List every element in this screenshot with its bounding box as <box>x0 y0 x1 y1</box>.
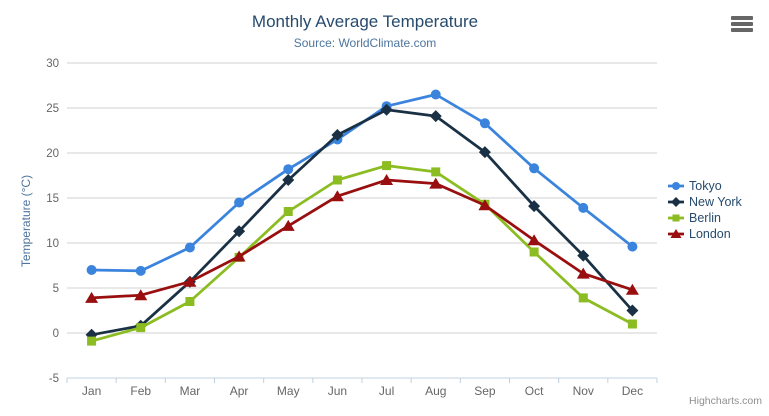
series-london-point[interactable] <box>183 275 197 287</box>
legend-item-berlin[interactable]: Berlin <box>668 210 742 226</box>
series-berlin-point[interactable] <box>382 161 392 171</box>
circle-series-marker-icon <box>668 182 684 190</box>
series-new-york-point[interactable] <box>626 304 639 317</box>
series-london-point[interactable] <box>380 174 394 185</box>
series-berlin-point[interactable] <box>578 293 588 303</box>
legend-symbol-marker <box>672 182 680 190</box>
series-tokyo-point[interactable] <box>184 242 195 253</box>
legend-item-tokyo[interactable]: Tokyo <box>668 178 742 194</box>
series-london-point[interactable] <box>85 291 99 303</box>
y-axis-label: 5 <box>53 283 59 295</box>
export-menu-button[interactable] <box>731 16 753 32</box>
diamond-series-marker-icon <box>668 197 684 207</box>
series-new-york-point[interactable] <box>282 174 295 186</box>
series-tokyo-point[interactable] <box>234 197 245 208</box>
legend: Tokyo New York Berlin London <box>668 178 742 242</box>
legend-label: London <box>689 227 731 241</box>
x-axis-label: Aug <box>425 384 446 398</box>
series-tokyo-point[interactable] <box>135 265 146 276</box>
series-london-line <box>90 178 634 300</box>
series-tokyo-point[interactable] <box>479 118 490 129</box>
y-axis-label: 30 <box>46 58 59 70</box>
series-berlin-point[interactable] <box>87 336 97 346</box>
x-axis-label: Jul <box>379 384 394 398</box>
legend-symbol-marker <box>670 229 682 238</box>
y-axis-label: -5 <box>49 373 59 385</box>
series-berlin-line <box>90 164 634 343</box>
series-tokyo-point[interactable] <box>430 89 441 100</box>
series-london-point[interactable] <box>232 250 246 262</box>
x-axis-label: Feb <box>130 384 151 398</box>
series-london-point[interactable] <box>429 177 443 189</box>
x-axis-label: Apr <box>230 384 249 398</box>
y-axis-label: 20 <box>46 148 59 160</box>
legend-symbol-marker <box>672 214 680 222</box>
series-new-york-point[interactable] <box>429 110 442 123</box>
legend-item-new-york[interactable]: New York <box>668 194 742 210</box>
x-axis-label: Jun <box>328 384 347 398</box>
legend-label: Tokyo <box>689 179 722 193</box>
series-berlin-point[interactable] <box>529 247 539 257</box>
series-london-point[interactable] <box>330 190 344 202</box>
series-new-york-point[interactable] <box>478 146 491 159</box>
legend-item-london[interactable]: London <box>668 226 742 242</box>
series-london-point[interactable] <box>625 283 639 295</box>
legend-label: Berlin <box>689 211 721 225</box>
chart-title: Monthly Average Temperature <box>251 12 479 31</box>
square-series-marker-icon <box>668 214 684 222</box>
series-london-point[interactable] <box>281 219 295 231</box>
series-tokyo-point[interactable] <box>578 202 589 213</box>
y-axis-label: 10 <box>46 238 59 250</box>
series-new-york-point[interactable] <box>528 200 541 213</box>
hamburger-menu-icon <box>731 16 753 20</box>
y-axis-label: 15 <box>46 193 59 205</box>
series-berlin-point[interactable] <box>185 297 195 306</box>
x-axis-label: Jan <box>82 384 101 398</box>
x-axis-label: Dec <box>622 384 643 398</box>
series-new-york-line <box>90 108 634 337</box>
series-tokyo-point[interactable] <box>529 163 540 174</box>
series-berlin-point[interactable] <box>627 319 637 329</box>
y-axis-label: 0 <box>53 328 59 340</box>
x-axis-label: Oct <box>525 384 544 398</box>
series-tokyo-point[interactable] <box>86 265 97 275</box>
x-axis-label: Sep <box>474 384 496 398</box>
series-london-point[interactable] <box>576 267 590 279</box>
legend-symbol-marker <box>671 197 681 207</box>
series-berlin-point[interactable] <box>332 175 342 185</box>
series-new-york-point[interactable] <box>380 103 393 116</box>
x-axis-label: Mar <box>180 384 201 398</box>
series-tokyo-point[interactable] <box>283 164 294 175</box>
x-axis-label: Nov <box>573 384 594 398</box>
series-tokyo-point[interactable] <box>627 241 638 252</box>
series-london-point[interactable] <box>527 234 541 246</box>
series-london-point[interactable] <box>478 199 492 211</box>
series-london-point[interactable] <box>134 289 148 301</box>
hamburger-menu-icon <box>731 28 753 32</box>
legend-label: New York <box>689 195 742 209</box>
hamburger-menu-icon <box>731 22 753 26</box>
series-berlin-point[interactable] <box>136 323 146 333</box>
x-axis-label: May <box>277 384 300 398</box>
series-new-york-point[interactable] <box>331 129 344 141</box>
highcharts-credit[interactable]: Highcharts.com <box>689 395 762 407</box>
y-axis-label: 25 <box>46 103 59 115</box>
series-new-york-point[interactable] <box>233 225 246 238</box>
series-berlin-point[interactable] <box>283 207 293 216</box>
series-new-york-point[interactable] <box>577 249 590 262</box>
series-berlin-point[interactable] <box>431 167 441 177</box>
chart-subtitle: Source: WorldClimate.com <box>293 36 437 50</box>
triangle-series-marker-icon <box>668 229 684 238</box>
